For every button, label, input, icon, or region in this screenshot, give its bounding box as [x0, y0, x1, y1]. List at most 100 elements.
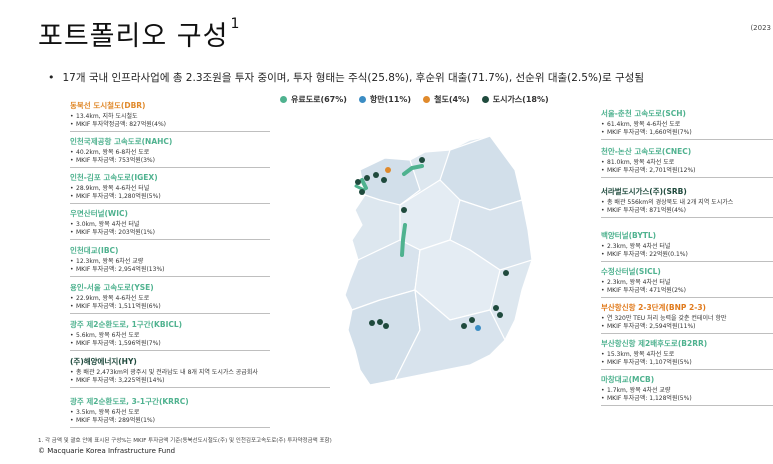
- summary-text: 17개 국내 인프라사업에 총 2.3조원을 투자 중이며, 투자 형태는 주식…: [62, 72, 645, 84]
- asset-detail: 5.6km, 왕복 6차선 도로: [70, 332, 270, 340]
- marker-b2rr: [469, 317, 475, 323]
- asset-kbicl: 광주 제2순환도로, 1구간(KBICL) 5.6km, 왕복 6차선 도로MK…: [70, 319, 270, 351]
- asset-detail: 총 배관 2,473km의 광주시 및 전라남도 내 8개 지역 도시가스 공급…: [70, 369, 330, 377]
- marker-kbicl: [369, 320, 375, 326]
- asset-name: 용인-서울 고속도로(YSE): [70, 283, 154, 292]
- asset-dbr: 동북선 도시철도(DBR) 13.4km, 지하 도시철도MKIF 투자약정금액…: [70, 100, 270, 132]
- asset-detail: MKIF 투자금액: 2,594억원(11%): [601, 323, 773, 331]
- divider: [70, 167, 270, 168]
- asset-sicl: 수정산터널(SICL) 2.3km, 왕복 4차선 터널MKIF 투자금액: 4…: [601, 266, 773, 298]
- divider: [601, 369, 773, 370]
- asset-detail: 2.3km, 왕복 4차선 터널: [601, 279, 773, 287]
- divider: [70, 203, 270, 204]
- asset-bnp: 부산항신항 2-3단계(BNP 2-3) 연 320만 TEU 처리 능력을 갖…: [601, 302, 773, 334]
- asset-detail: 3.0km, 왕복 4차선 터널: [70, 221, 270, 229]
- divider: [70, 427, 270, 428]
- asset-detail: 총 배관 556km의 경상북도 내 2개 지역 도시가스: [601, 199, 773, 207]
- asset-name: 부산항신항 제2배후도로(B2RR): [601, 339, 708, 348]
- asset-detail: MKIF 투자금액: 2,954억원(13%): [70, 266, 270, 274]
- legend-label: 철도(4%): [434, 95, 470, 104]
- legend-label: 유료도로(67%): [291, 95, 347, 104]
- legend: 유료도로(67%) 항만(11%) 철도(4%) 도시가스(18%): [280, 94, 549, 105]
- asset-detail: MKIF 투자금액: 22억원(0.1%): [601, 251, 773, 259]
- asset-detail: MKIF 투자금액: 2,701억원(12%): [601, 167, 773, 175]
- marker-srb: [503, 270, 509, 276]
- rail-dot-icon: [423, 96, 431, 103]
- route-igex: [360, 178, 368, 190]
- divider: [70, 313, 270, 314]
- asset-hy: (주)해양에너지(HY) 총 배관 2,473km의 광주시 및 전라남도 내 …: [70, 356, 330, 388]
- asset-detail: MKIF 투자약정금액: 827억원(4%): [70, 121, 270, 129]
- legend-item-rail: 철도(4%): [423, 94, 470, 105]
- asset-name: 백양터널(BYTL): [601, 231, 657, 240]
- asset-detail: MKIF 투자금액: 871억원(4%): [601, 207, 773, 215]
- asset-mcb: 마창대교(MCB) 1.7km, 왕복 4차선 교량MKIF 투자금액: 1,1…: [601, 374, 773, 406]
- marker-dbr: [385, 167, 391, 173]
- asset-detail: MKIF 투자금액: 1,280억원(5%): [70, 193, 270, 201]
- port-dot-icon: [358, 96, 366, 103]
- asset-srb: 서라벌도시가스(주)(SRB) 총 배관 556km의 경상북도 내 2개 지역…: [601, 186, 773, 218]
- route-sch: [402, 164, 424, 176]
- marker-igex: [364, 175, 370, 181]
- bullet-dot-icon: •: [48, 71, 55, 84]
- korea-map: [344, 135, 533, 386]
- divider: [601, 333, 773, 334]
- marker-bnp: [475, 325, 481, 331]
- legend-item-port: 항만(11%): [358, 94, 411, 105]
- asset-name: 인천-김포 고속도로(IGEX): [70, 173, 158, 182]
- legend-label: 도시가스(18%): [492, 95, 549, 104]
- asset-name: 광주 제2순환도로, 3-1구간(KRRC): [70, 397, 189, 406]
- asset-detail: MKIF 투자금액: 753억원(3%): [70, 157, 270, 165]
- divider: [601, 217, 773, 218]
- asset-detail: MKIF 투자금액: 3,225억원(14%): [70, 377, 330, 385]
- asset-detail: 61.4km, 왕복 4-6차선 도로: [601, 121, 773, 129]
- footnote: 1. 각 금액 및 괄호 안에 표시된 구성%는 MKIF 투자금액 기준(동북…: [38, 438, 332, 444]
- asset-detail: 연 320만 TEU 처리 능력을 갖춘 컨테이너 항만: [601, 315, 773, 323]
- asset-bytl: 백양터널(BYTL) 2.3km, 왕복 4차선 터널MKIF 투자금액: 22…: [601, 230, 773, 262]
- copyright: © Macquarie Korea Infrastructure Fund: [38, 447, 176, 455]
- asset-detail: MKIF 투자금액: 289억원(1%): [70, 417, 270, 425]
- date-label: (2023: [750, 24, 771, 32]
- asset-detail: MKIF 투자금액: 203억원(1%): [70, 229, 270, 237]
- divider: [70, 350, 270, 351]
- page-title: 포트폴리오 구성 1: [38, 16, 241, 52]
- asset-cnec: 천안-논산 고속도로(CNEC) 81.0km, 왕복 4차선 도로MKIF 투…: [601, 146, 773, 178]
- marker-hy: [377, 319, 383, 325]
- asset-detail: MKIF 투자금액: 1,107억원(5%): [601, 359, 773, 367]
- asset-detail: 22.9km, 왕복 4-6차선 도로: [70, 295, 270, 303]
- asset-name: 서울-춘천 고속도로(SCH): [601, 109, 686, 118]
- asset-ibc: 인천대교(IBC) 12.3km, 왕복 6차선 교량MKIF 투자금액: 2,…: [70, 245, 270, 277]
- divider: [601, 405, 773, 406]
- asset-name: 천안-논산 고속도로(CNEC): [601, 147, 692, 156]
- asset-detail: 81.0km, 왕복 4차선 도로: [601, 159, 773, 167]
- asset-wic: 우면산터널(WIC) 3.0km, 왕복 4차선 터널MKIF 투자금액: 20…: [70, 208, 270, 240]
- gas-dot-icon: [481, 96, 489, 103]
- title-footnote-marker: 1: [230, 16, 241, 32]
- legend-item-gas: 도시가스(18%): [481, 94, 549, 105]
- asset-detail: MKIF 투자금액: 1,596억원(7%): [70, 340, 270, 348]
- divider: [601, 297, 773, 298]
- asset-detail: 28.9km, 왕복 4-6차선 터널: [70, 185, 270, 193]
- divider: [70, 387, 330, 388]
- marker-bytl: [497, 312, 503, 318]
- marker-wic: [373, 172, 379, 178]
- asset-name: 동북선 도시철도(DBR): [70, 101, 146, 110]
- asset-nahc: 인천국제공항 고속도로(NAHC) 40.2km, 왕복 6-8차선 도로MKI…: [70, 136, 270, 168]
- asset-name: 광주 제2순환도로, 1구간(KBICL): [70, 320, 183, 329]
- asset-detail: MKIF 투자금액: 1,128억원(5%): [601, 395, 773, 403]
- korea-land: [344, 135, 533, 386]
- asset-igex: 인천-김포 고속도로(IGEX) 28.9km, 왕복 4-6차선 터널MKIF…: [70, 172, 270, 204]
- asset-name: 인천대교(IBC): [70, 246, 119, 255]
- asset-krrc: 광주 제2순환도로, 3-1구간(KRRC) 3.5km, 왕복 6차선 도로M…: [70, 396, 270, 428]
- asset-name: 서라벌도시가스(주)(SRB): [601, 187, 687, 196]
- summary-bullet: • 17개 국내 인프라사업에 총 2.3조원을 투자 중이며, 투자 형태는 주…: [48, 70, 644, 85]
- divider: [70, 131, 270, 132]
- asset-detail: 12.3km, 왕복 6차선 교량: [70, 258, 270, 266]
- asset-name: 마창대교(MCB): [601, 375, 655, 384]
- asset-detail: 13.4km, 지하 도시철도: [70, 113, 270, 121]
- asset-detail: 2.3km, 왕복 4차선 터널: [601, 243, 773, 251]
- divider: [601, 177, 773, 178]
- route-cnec: [400, 223, 407, 257]
- marker-mcb: [461, 323, 467, 329]
- asset-name: 인천국제공항 고속도로(NAHC): [70, 137, 173, 146]
